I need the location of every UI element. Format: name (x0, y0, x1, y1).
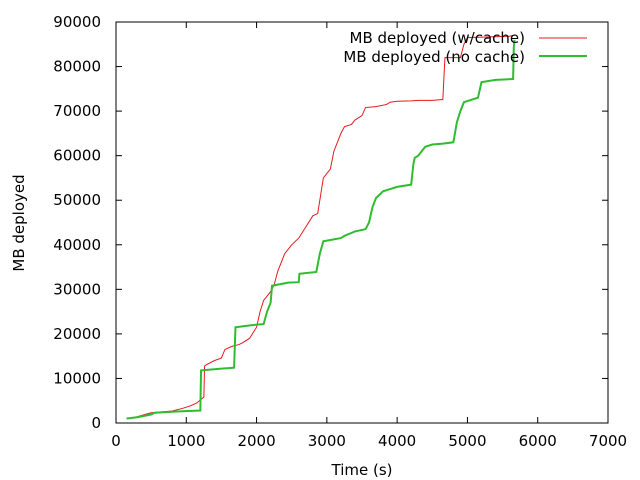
x-axis-label: Time (s) (331, 461, 393, 479)
legend-label-no-cache: MB deployed (no cache) (343, 48, 525, 66)
series-layer (126, 34, 516, 420)
series-line-w-cache (126, 34, 514, 420)
x-tick-label: 0 (111, 432, 121, 450)
y-tick-label: 90000 (53, 13, 101, 31)
plot-frame (115, 21, 609, 424)
x-tick-label: 4000 (378, 432, 416, 450)
legend: MB deployed (w/cache) MB deployed (no ca… (343, 29, 587, 66)
y-tick-label: 0 (91, 414, 101, 432)
x-tick-label: 7000 (589, 432, 627, 450)
x-tick-label: 5000 (448, 432, 486, 450)
series-line-no-cache (126, 39, 516, 420)
legend-label-w-cache: MB deployed (w/cache) (350, 29, 525, 47)
y-tick-label: 30000 (53, 280, 101, 298)
y-axis-label: MB deployed (10, 174, 28, 271)
y-tick-label: 10000 (53, 369, 101, 387)
x-tick-label: 6000 (519, 432, 557, 450)
y-tick-label: 20000 (53, 325, 101, 343)
y-tick-label: 80000 (53, 58, 101, 76)
y-tick-label: 70000 (53, 102, 101, 120)
x-tick-label: 3000 (308, 432, 346, 450)
axis-ticks: 0 1000 2000 3000 4000 5000 6000 700001000020000… (53, 13, 627, 450)
x-tick-label: 1000 (167, 432, 205, 450)
y-tick-label: 50000 (53, 191, 101, 209)
y-tick-label: 40000 (53, 236, 101, 254)
y-tick-label: 60000 (53, 147, 101, 165)
x-tick-label: 2000 (237, 432, 275, 450)
